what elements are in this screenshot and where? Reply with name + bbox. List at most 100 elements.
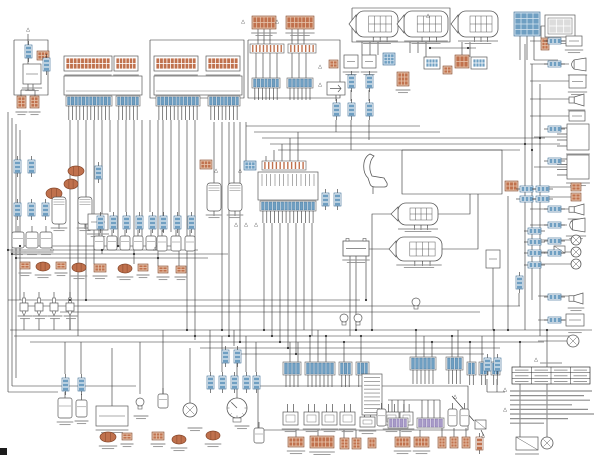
pinrow-20 <box>251 77 281 100</box>
grid-186 <box>367 437 377 449</box>
junction-dot <box>354 328 358 332</box>
warning-triangle-icon: △ <box>153 246 157 252</box>
plug-135 <box>47 292 63 320</box>
warning-triangle-icon: △ <box>503 387 507 393</box>
inline-138 <box>77 374 86 395</box>
grid-41 <box>442 65 453 75</box>
body-11 <box>153 75 243 96</box>
sensor-103 <box>119 230 131 251</box>
sensor-89 <box>10 226 26 256</box>
pinrow-177 <box>416 417 445 429</box>
boxc-142 <box>95 405 129 434</box>
pinheader-7 <box>113 55 139 79</box>
warning-triangle-icon: △ <box>503 407 507 413</box>
notes-text <box>510 390 594 424</box>
junction-dot <box>523 142 527 146</box>
boxc-79 <box>485 249 501 269</box>
wire <box>247 39 341 99</box>
pinrow-127 <box>259 200 317 223</box>
lamp-57 <box>570 258 582 270</box>
roundconn-149 <box>204 430 222 448</box>
grid-182 <box>286 436 306 455</box>
pinrow-164 <box>445 356 464 384</box>
inline-27 <box>365 71 374 92</box>
inline-155 <box>252 372 261 393</box>
grid-121 <box>156 265 170 281</box>
inline-85 <box>27 156 36 177</box>
inline-86 <box>13 199 22 220</box>
boxc-172 <box>358 409 377 435</box>
junction-dot <box>294 352 298 356</box>
junction-dot <box>538 136 542 140</box>
inline-192 <box>475 433 484 454</box>
grid-5 <box>28 95 41 116</box>
junction-dot <box>100 248 104 252</box>
junction-dot <box>530 148 534 152</box>
sensor-102 <box>106 230 118 251</box>
plug-134 <box>32 292 48 320</box>
roundconn-117 <box>70 262 88 280</box>
junction-dot <box>324 334 328 338</box>
motor-75 <box>390 202 439 233</box>
boxc-198 <box>564 313 586 334</box>
pinheader-40 <box>470 56 488 70</box>
warning-triangle-icon: △ <box>318 82 322 88</box>
inline-110 <box>187 212 196 233</box>
wire <box>371 213 398 330</box>
inline-3 <box>42 54 51 75</box>
inline-194 <box>493 354 502 375</box>
inline-64 <box>544 237 565 245</box>
grid-125 <box>243 160 257 171</box>
boxc-49 <box>557 154 590 187</box>
inline-72 <box>524 238 545 246</box>
junction-dot <box>370 328 374 332</box>
inline-200 <box>544 293 565 301</box>
inline-88 <box>41 199 50 220</box>
grid-120 <box>136 263 150 279</box>
junction-dot <box>428 46 432 50</box>
wire <box>480 429 485 437</box>
warning-triangle-icon: △ <box>238 168 242 174</box>
roundconn-115 <box>34 261 52 279</box>
junction-dot <box>132 252 136 256</box>
inline-63 <box>544 221 565 229</box>
sensor-113 <box>184 230 196 252</box>
battery-78 <box>342 238 370 264</box>
bulb-130 <box>339 313 349 326</box>
sensor-91 <box>38 226 54 256</box>
sensor-144 <box>157 388 169 409</box>
sensor-105 <box>145 230 157 251</box>
inline-96 <box>96 212 105 233</box>
warning-triangle-icon: △ <box>26 27 30 33</box>
grid-185 <box>351 437 362 450</box>
inline-70 <box>532 195 553 203</box>
warning-triangle-icon: △ <box>214 168 218 174</box>
grid-17 <box>285 15 315 37</box>
pinrow-163 <box>409 356 437 384</box>
boxc-1 <box>21 63 43 92</box>
inline-99 <box>135 212 144 233</box>
grid-146 <box>120 432 134 448</box>
comb-18 <box>249 43 285 54</box>
junction-dots <box>6 46 549 356</box>
pinrow-176 <box>387 417 409 429</box>
plug-136 <box>63 292 79 320</box>
inline-26 <box>347 71 356 92</box>
pinrow-15 <box>207 95 241 120</box>
pinheader-8 <box>153 55 199 79</box>
boxc-170 <box>320 404 339 433</box>
sensor-101 <box>93 230 105 251</box>
junction-dot <box>492 328 496 332</box>
roundconn-145 <box>98 431 118 450</box>
sensor-111 <box>156 230 168 252</box>
wire <box>257 385 469 431</box>
legend-175 <box>361 373 383 416</box>
grid-114 <box>18 261 32 277</box>
boxc-169 <box>302 404 321 433</box>
junction-dot <box>430 340 434 344</box>
bulb-141 <box>133 397 149 420</box>
grid-191 <box>461 436 471 449</box>
lamp-55 <box>570 246 582 258</box>
motor-34 <box>396 10 449 45</box>
junction-dot <box>6 248 10 252</box>
